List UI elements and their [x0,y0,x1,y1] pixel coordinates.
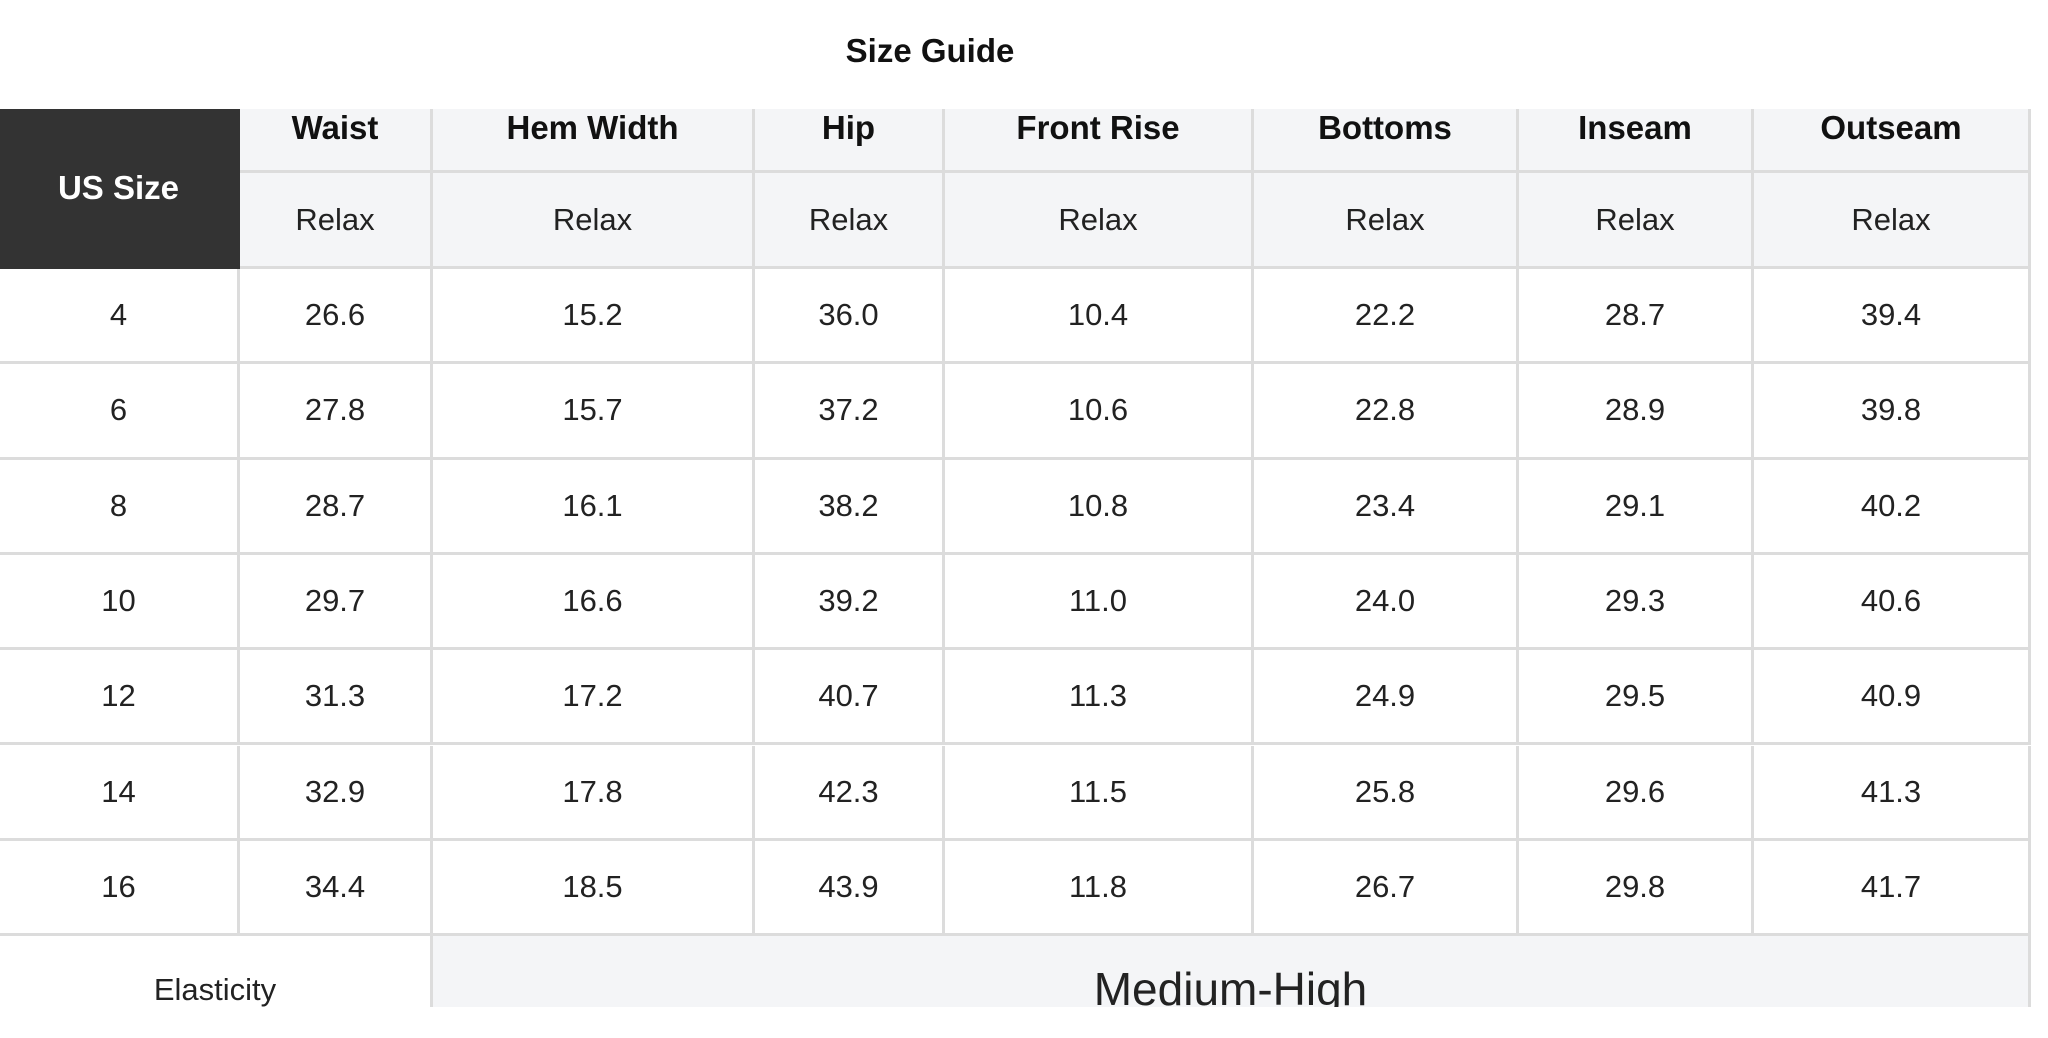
measure-cell: 26.6 [240,269,433,365]
measure-cell: 29.8 [1519,840,1754,937]
elasticity-label: Elasticity [0,936,433,1007]
measure-cell: 28.7 [240,459,433,555]
subheader: Relax [1519,173,1754,269]
measure-cell: 23.4 [1254,459,1519,555]
measure-cell: 42.3 [755,745,945,841]
measure-cell: 15.7 [433,364,755,460]
size-table: US Size Waist Relax Hem Width Relax Hip Relax F… [0,109,2048,1007]
title: Size Guide [845,32,1015,69]
measure-cell: 27.8 [240,364,433,460]
measure-cell: 11.8 [945,840,1254,937]
size-cell: 10 [0,554,240,651]
measure-cell: 11.0 [945,554,1254,651]
size-cell: 16 [0,840,240,937]
measure-cell: 39.4 [1754,269,2031,365]
measure-cell: 34.4 [240,840,433,937]
measure-cell: 17.2 [433,650,755,746]
measure-cell: 29.5 [1519,650,1754,746]
measure-cell: 11.3 [945,650,1254,746]
measure-cell: 24.0 [1254,554,1519,651]
column-header: Outseam [1754,109,2031,173]
measure-cell: 28.7 [1519,269,1754,365]
subheader: Relax [1754,173,2031,269]
column-header: Front Rise [945,109,1254,173]
measure-cell: 40.6 [1754,554,2031,651]
measure-cell: 28.9 [1519,364,1754,460]
column-header: Hip [755,109,945,173]
measure-cell: 40.9 [1754,650,2031,746]
measure-cell: 15.2 [433,269,755,365]
measure-cell: 37.2 [755,364,945,460]
subheader: Relax [433,173,755,269]
measure-cell: 41.3 [1754,745,2031,841]
measure-cell: 29.3 [1519,554,1754,651]
measure-cell: 40.2 [1754,459,2031,555]
subheader: Relax [1254,173,1519,269]
measure-cell: 10.4 [945,269,1254,365]
measure-cell: 40.7 [755,650,945,746]
measure-cell: 36.0 [755,269,945,365]
size-cell: 6 [0,364,240,460]
measure-cell: 24.9 [1254,650,1519,746]
measure-cell: 31.3 [240,650,433,746]
elasticity-value: Medium-High [433,936,2031,1007]
measure-cell: 38.2 [755,459,945,555]
measure-cell: 16.6 [433,554,755,651]
measure-cell: 32.9 [240,745,433,841]
column-header: Inseam [1519,109,1754,173]
subheader: Relax [755,173,945,269]
size-header: US Size [0,109,240,269]
measure-cell: 29.6 [1519,745,1754,841]
measure-cell: 26.7 [1254,840,1519,937]
measure-cell: 17.8 [433,745,755,841]
column-header: Hem Width [433,109,755,173]
measure-cell: 39.8 [1754,364,2031,460]
subheader: Relax [945,173,1254,269]
size-cell: 12 [0,650,240,746]
measure-cell: 16.1 [433,459,755,555]
measure-cell: 39.2 [755,554,945,651]
measure-cell: 41.7 [1754,840,2031,937]
measure-cell: 22.8 [1254,364,1519,460]
column-header: Bottoms [1254,109,1519,173]
size-cell: 4 [0,269,240,365]
measure-cell: 29.7 [240,554,433,651]
measure-cell: 43.9 [755,840,945,937]
size-cell: 8 [0,459,240,555]
measure-cell: 10.8 [945,459,1254,555]
measure-cell: 29.1 [1519,459,1754,555]
measure-cell: 18.5 [433,840,755,937]
subheader: Relax [240,173,433,269]
measure-cell: 25.8 [1254,745,1519,841]
measure-cell: 10.6 [945,364,1254,460]
measure-cell: 22.2 [1254,269,1519,365]
column-header: Waist [240,109,433,173]
measure-cell: 11.5 [945,745,1254,841]
size-cell: 14 [0,745,240,841]
